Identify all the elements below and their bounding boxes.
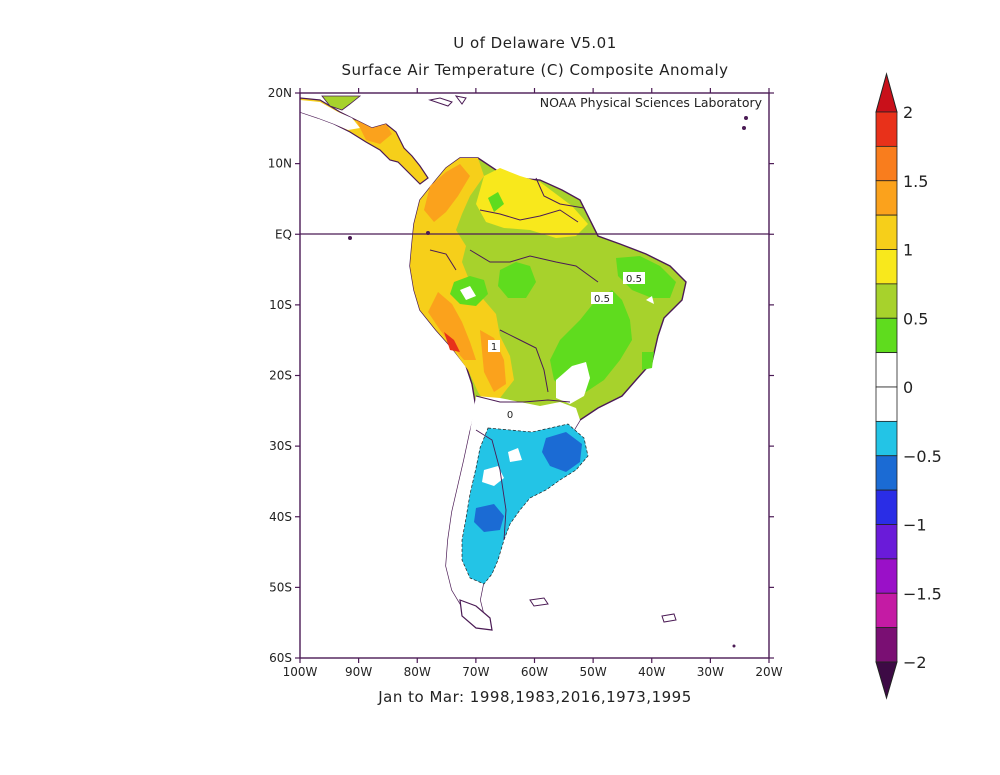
credit-text: NOAA Physical Sciences Laboratory (540, 95, 763, 110)
lat-tick-label: 10N (268, 157, 292, 171)
lon-tick-label: 30W (697, 665, 724, 679)
contour-label: 0 (507, 410, 513, 421)
colorbar-label: −1 (903, 516, 927, 535)
colorbar-segment (875, 627, 898, 663)
lat-axis: 20N 10N EQ 10S 20S 30S 40S 50S 60S (268, 86, 774, 665)
colorbar-segment (875, 420, 898, 457)
lon-axis: 100W 90W 80W 70W 60W 50W 40W 30W 20W (283, 88, 783, 679)
lat-tick-label: 30S (269, 439, 292, 453)
lat-tick-label: EQ (275, 227, 292, 241)
colorbar-segment (875, 489, 898, 525)
colorbar-label: −2 (903, 653, 927, 672)
colorbar-bottom-arrow (875, 661, 898, 700)
contour-label: 1 (491, 342, 497, 353)
colorbar-segment (875, 180, 898, 216)
lat-tick-label: 20N (268, 86, 292, 100)
contour-label: 0.5 (626, 274, 642, 285)
lon-tick-label: 90W (345, 665, 372, 679)
lon-tick-label: 50W (580, 665, 607, 679)
title-line-1: U of Delaware V5.01 (453, 34, 617, 52)
lon-tick-label: 20W (755, 665, 782, 679)
colorbar: 2 1.5 1 0.5 0 −0.5 −1 −1.5 −2 (875, 72, 942, 700)
title-line-2: Surface Air Temperature (C) Composite An… (341, 61, 729, 79)
caption: Jan to Mar: 1998,1983,2016,1973,1995 (378, 688, 692, 706)
contour-label: 0.5 (594, 294, 610, 305)
colorbar-label: −0.5 (903, 447, 942, 466)
lat-tick-label: 50S (269, 580, 292, 594)
colorbar-label: 1.5 (903, 172, 928, 191)
colorbar-label: 1 (903, 241, 913, 260)
colorbar-label: 2 (903, 103, 913, 122)
colorbar-segment (875, 317, 898, 354)
lat-tick-label: 60S (269, 651, 292, 665)
colorbar-label: −1.5 (903, 584, 942, 603)
colorbar-segment (875, 524, 898, 560)
lat-tick-label: 10S (269, 298, 292, 312)
colorbar-segment (875, 558, 898, 594)
colorbar-segment (875, 352, 898, 388)
colorbar-segment (875, 455, 898, 491)
lon-tick-label: 100W (283, 665, 318, 679)
colorbar-segment (875, 214, 898, 250)
colorbar-segment (875, 386, 898, 422)
colorbar-segment (875, 249, 898, 285)
colorbar-segment (875, 145, 898, 182)
colorbar-label: 0 (903, 378, 913, 397)
lon-tick-label: 60W (521, 665, 548, 679)
lon-tick-label: 80W (404, 665, 431, 679)
colorbar-segment (875, 111, 898, 147)
lon-tick-label: 70W (462, 665, 489, 679)
lon-tick-label: 40W (638, 665, 665, 679)
lat-tick-label: 20S (269, 369, 292, 383)
colorbar-segment (875, 283, 898, 319)
green-anomaly-east (550, 290, 632, 392)
lat-tick-label: 40S (269, 510, 292, 524)
colorbar-segment (875, 592, 898, 629)
colorbar-top-arrow (875, 72, 898, 113)
colorbar-label: 0.5 (903, 309, 928, 328)
map-content (300, 95, 748, 648)
